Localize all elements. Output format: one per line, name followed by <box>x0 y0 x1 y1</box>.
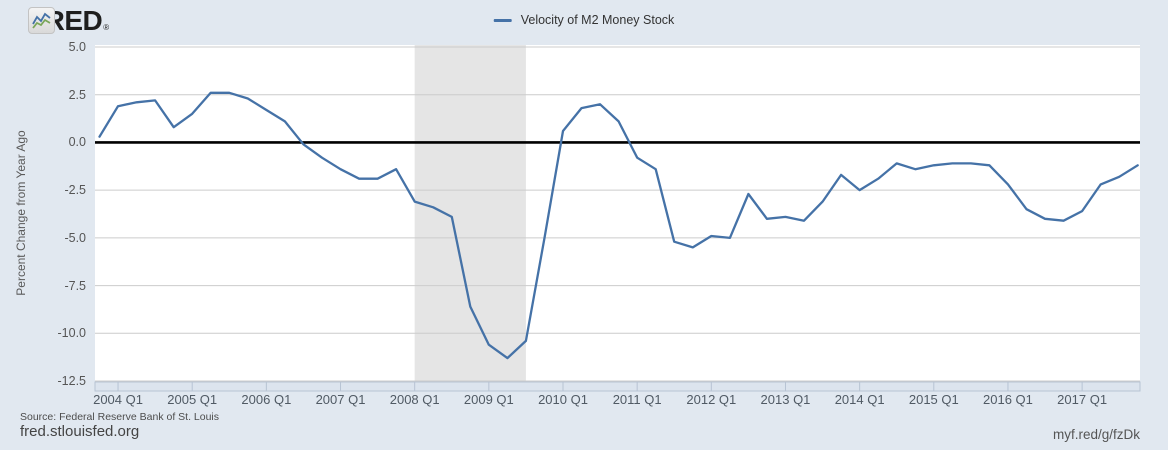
fred-logo[interactable]: FRED® <box>28 7 109 35</box>
recession-shading <box>414 45 526 382</box>
x-tick-label: 2014 Q1 <box>834 392 885 407</box>
y-tick-label: 2.5 <box>68 87 86 102</box>
fred-site-link[interactable]: fred.stlouisfed.org <box>20 423 140 440</box>
x-tick-label: 2008 Q1 <box>389 392 440 407</box>
x-tick-label: 2016 Q1 <box>983 392 1033 407</box>
x-tick-label: 2009 Q1 <box>463 392 514 407</box>
legend-item[interactable]: Velocity of M2 Money Stock <box>493 13 675 27</box>
sparkline-chart-icon <box>28 7 55 34</box>
y-tick-label: -10.0 <box>57 326 87 341</box>
x-tick-label: 2004 Q1 <box>93 392 143 407</box>
y-axis-title: Percent Change from Year Ago <box>14 130 28 296</box>
y-tick-label: 0.0 <box>68 135 86 150</box>
x-tick-label: 2015 Q1 <box>908 392 959 407</box>
registered-mark: ® <box>103 23 110 32</box>
x-tick-label: 2012 Q1 <box>686 392 737 407</box>
x-tick-label: 2005 Q1 <box>167 392 218 407</box>
plot-background <box>95 45 1140 382</box>
chart-short-url-link[interactable]: myf.red/g/fzDk <box>1052 427 1140 442</box>
y-tick-label: -2.5 <box>64 183 86 198</box>
source-attribution: Source: Federal Reserve Bank of St. Loui… <box>20 411 220 423</box>
x-tick-label: 2013 Q1 <box>760 392 811 407</box>
y-tick-label: 5.0 <box>68 40 86 54</box>
x-tick-label: 2010 Q1 <box>538 392 588 407</box>
x-tick-label: 2017 Q1 <box>1057 392 1108 407</box>
legend-label: Velocity of M2 Money Stock <box>520 13 675 27</box>
x-tick-label: 2006 Q1 <box>241 392 292 407</box>
legend-line-swatch <box>493 18 512 22</box>
data-line-velocity-m2 <box>98 91 1139 360</box>
x-axis-strip <box>94 381 1141 392</box>
y-tick-label: -5.0 <box>64 230 86 245</box>
y-tick-label: -7.5 <box>64 278 86 293</box>
y-tick-label: -12.5 <box>57 374 87 388</box>
x-tick-label: 2007 Q1 <box>315 392 366 407</box>
x-tick-label: 2011 Q1 <box>612 392 662 407</box>
